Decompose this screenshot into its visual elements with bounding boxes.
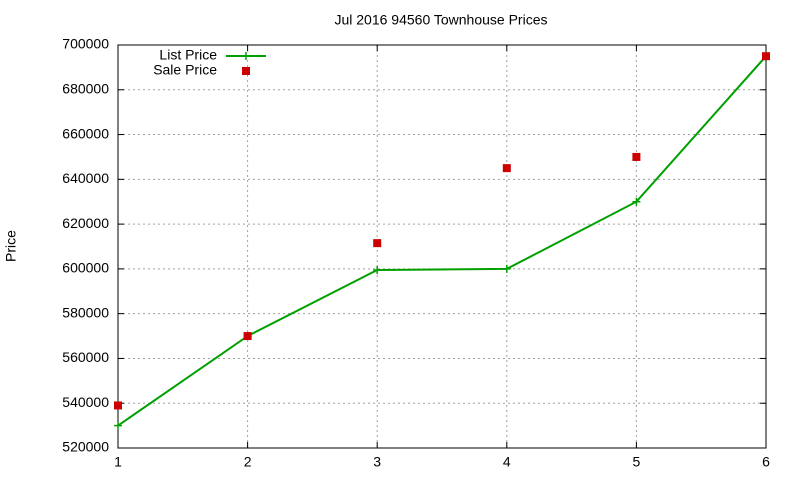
data-point [114, 421, 122, 430]
y-tick-label: 520000 [62, 439, 109, 455]
y-tick-label: 700000 [62, 36, 109, 52]
data-point [762, 52, 770, 61]
y-axis-label: Price [3, 230, 19, 262]
x-tick-label: 2 [244, 454, 252, 470]
data-point [373, 239, 382, 248]
y-tick-label: 580000 [62, 304, 109, 320]
y-tick-label: 660000 [62, 125, 109, 141]
legend-label: Sale Price [153, 62, 217, 78]
legend-marker [242, 52, 250, 60]
data-point [632, 197, 641, 206]
y-tick-label: 560000 [62, 349, 109, 365]
data-point [502, 264, 511, 273]
chart-title: Jul 2016 94560 Townhouse Prices [334, 12, 547, 28]
x-tick-label: 5 [633, 454, 641, 470]
data-point [373, 266, 382, 275]
x-tick-label: 4 [503, 454, 511, 470]
y-tick-label: 680000 [62, 80, 109, 96]
x-tick-label: 1 [114, 454, 122, 470]
series-line [117, 55, 767, 427]
x-tick-label: 6 [762, 454, 770, 470]
legend-marker [242, 67, 250, 75]
plot-border [117, 44, 767, 449]
data-point [502, 164, 511, 173]
y-tick-label: 540000 [62, 394, 109, 410]
data-point [243, 332, 252, 341]
data-point [632, 152, 641, 161]
legend-label: List Price [159, 47, 217, 63]
x-tick-label: 3 [373, 454, 381, 470]
data-point [114, 401, 122, 410]
y-tick-label: 620000 [62, 215, 109, 231]
y-tick-label: 640000 [62, 170, 109, 186]
y-tick-label: 600000 [62, 260, 109, 276]
